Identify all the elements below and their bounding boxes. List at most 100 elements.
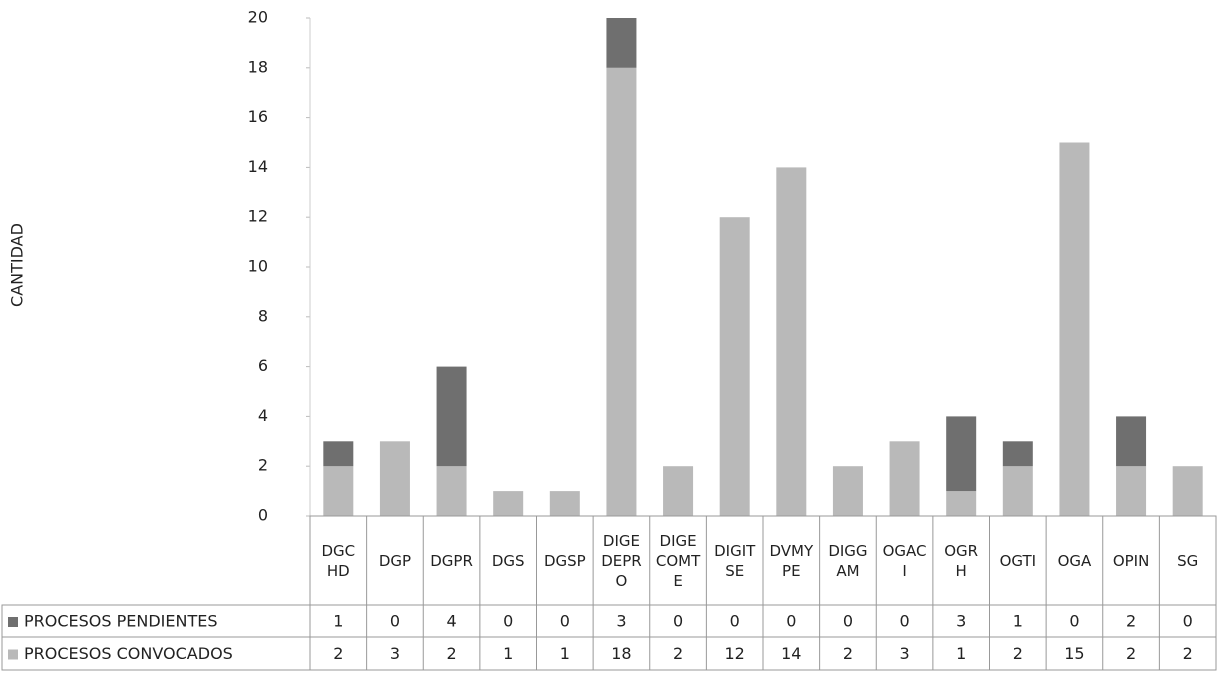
x-tick-label: DGS [491,551,525,570]
bar-segment [493,491,524,516]
x-tick-label: OGTI [999,551,1037,570]
table-value: 2 [446,644,456,663]
table-value: 18 [611,644,631,663]
y-tick-label: 2 [258,456,268,475]
y-tick-label: 10 [248,257,268,276]
table-value: 1 [1013,612,1023,631]
category-cell: DIGITSE [714,541,756,580]
bar-segment [776,167,807,516]
y-tick-label: 20 [248,8,268,27]
bars [323,18,1203,516]
y-tick-label: 0 [258,506,268,525]
x-tick-label: OGACI [882,541,927,580]
bar-segment [379,441,410,516]
table-value: 4 [446,612,456,631]
bar-segment [1116,466,1147,516]
table-value: 3 [899,644,909,663]
table-value: 14 [781,644,801,663]
bar-segment [832,466,863,516]
category-cell: OGTI [999,551,1037,570]
table-value: 0 [730,612,740,631]
x-tick-label: DGSP [543,551,586,570]
bar-segment [436,366,467,467]
legend-label: PROCESOS CONVOCADOS [24,644,233,663]
table-value: 15 [1064,644,1084,663]
category-cell: OGACI [882,541,927,580]
y-axis-label: CANTIDAD [8,223,27,307]
table-value: 0 [1183,612,1193,631]
bar-segment [889,441,920,516]
y-tick-label: 8 [258,306,268,325]
table-value: 0 [899,612,909,631]
x-tick-label: DIGGAM [828,541,868,580]
x-tick-label: DIGITSE [714,541,756,580]
table-value: 0 [560,612,570,631]
x-tick-label: DIGECOMTE [655,531,701,590]
table-value: 0 [843,612,853,631]
category-cell: DIGECOMTE [655,531,701,590]
legend-swatch [8,617,18,627]
bar-segment [1002,466,1033,516]
category-cell: OGA [1057,551,1092,570]
category-cell: OGRH [944,541,979,580]
category-cell: DVMYPE [769,541,814,580]
table-value: 2 [1126,644,1136,663]
table-value: 1 [560,644,570,663]
table-value: 3 [956,612,966,631]
legend-label: PROCESOS PENDIENTES [24,612,218,631]
bar-segment [1172,466,1203,516]
y-tick-label: 16 [248,107,268,126]
table-value: 0 [503,612,513,631]
bar-segment [1116,416,1147,467]
table-value: 3 [390,644,400,663]
table-value: 2 [1013,644,1023,663]
x-tick-label: OGA [1057,551,1092,570]
x-tick-label: DGCHD [321,541,356,580]
category-cell: DGPR [430,551,473,570]
table-value: 12 [725,644,745,663]
x-tick-label: DIGEDEPRO [601,531,642,590]
table-value: 2 [673,644,683,663]
bar-segment [436,466,467,516]
table-value: 2 [1126,612,1136,631]
bar-segment [946,416,977,492]
table-value: 2 [1183,644,1193,663]
table-value: 1 [503,644,513,663]
category-cell: DGCHD [321,541,356,580]
category-cell: DGSP [543,551,586,570]
category-cell: DIGEDEPRO [601,531,642,590]
table-value: 0 [390,612,400,631]
x-tick-label: DGP [378,551,412,570]
x-tick-label: DVMYPE [769,541,814,580]
table-value: 0 [786,612,796,631]
bar-segment [606,67,637,516]
bar-segment [1059,142,1090,516]
bar-segment [1002,441,1033,467]
table-value: 1 [956,644,966,663]
y-tick-label: 12 [248,207,268,226]
y-tick-label: 6 [258,356,268,375]
bar-segment [323,441,354,467]
category-cell: DGP [378,551,412,570]
legend-swatch [8,649,18,660]
bar-segment [719,217,750,516]
x-tick-label: OGRH [944,541,979,580]
category-cell: OPIN [1112,551,1150,570]
y-tick-label: 18 [248,57,268,76]
category-cell: DIGGAM [828,541,868,580]
bar-segment [323,466,354,516]
bar-segment [946,491,977,516]
bar-segment [606,18,637,68]
category-cell: DGS [491,551,525,570]
x-tick-label: DGPR [430,551,473,570]
table-value: 0 [673,612,683,631]
x-tick-label: OPIN [1112,551,1150,570]
y-tick-label: 4 [258,406,268,425]
bar-segment [663,466,694,516]
x-tick-label: SG [1177,551,1199,570]
bar-segment [549,491,580,516]
table-value: 0 [1069,612,1079,631]
category-cell: SG [1177,551,1199,570]
table-value: 2 [843,644,853,663]
